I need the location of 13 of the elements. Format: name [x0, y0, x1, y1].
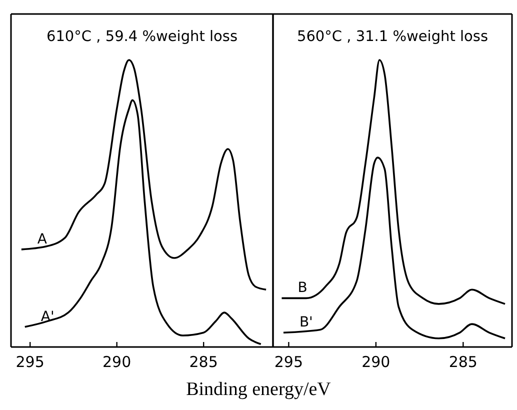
series-label: A: [37, 231, 48, 248]
x-tick-label: 285: [448, 353, 478, 371]
series-label: A': [40, 308, 54, 325]
chart-title: 610°C , 59.4 %weight loss: [46, 29, 238, 45]
x-tick-label: 295: [274, 353, 304, 371]
series-label: B: [298, 280, 308, 296]
x-tick-label: 285: [189, 353, 218, 371]
x-tick-label: 290: [362, 353, 390, 371]
x-axis-title: Binding energy/eV: [186, 379, 332, 400]
x-tick-label: 290: [102, 353, 132, 371]
chart-title: 560°C , 31.1 %weight loss: [296, 29, 488, 45]
x-tick-label: 295: [16, 353, 44, 371]
series-label: B': [299, 314, 313, 331]
